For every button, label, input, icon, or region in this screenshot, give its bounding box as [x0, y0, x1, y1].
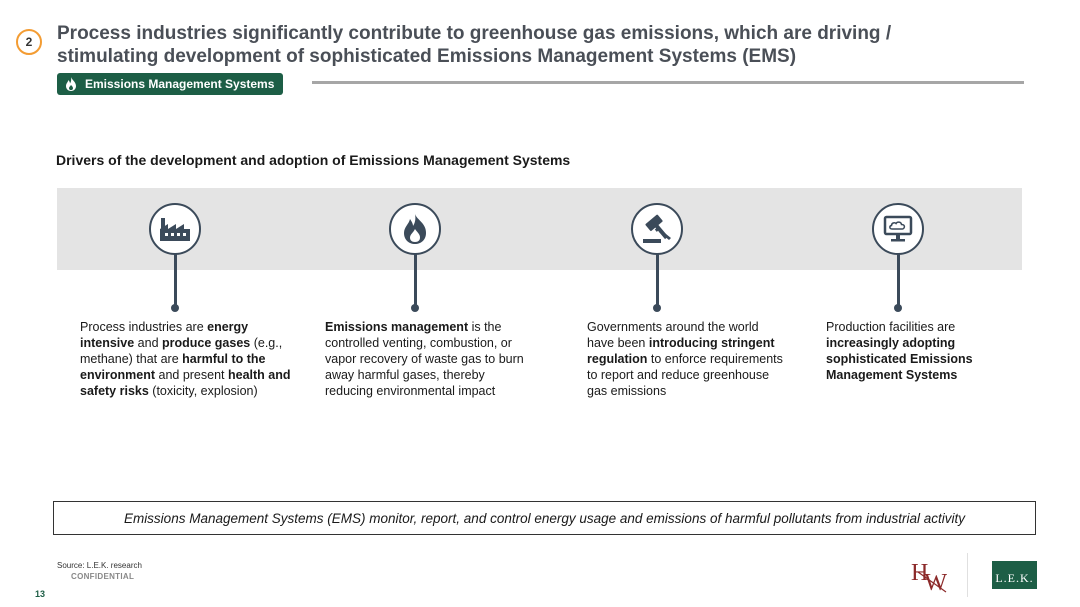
fire-icon: [389, 203, 441, 255]
driver-text-run: (e.g., methane) that are: [80, 336, 283, 366]
driver-connector: [414, 254, 417, 306]
confidential-label: CONFIDENTIAL: [71, 572, 135, 581]
driver-text-emphasis: Emissions management: [325, 320, 469, 334]
driver-text-run: to enforce requirements to report and re…: [587, 352, 783, 398]
header-divider: [312, 81, 1024, 84]
driver-connector-dot: [894, 304, 902, 312]
page-number: 13: [35, 589, 46, 599]
driver-text-emphasis: health and safety risks: [80, 368, 291, 398]
driver-text-emphasis: produce gases: [162, 336, 251, 350]
driver-text-emphasis: increasingly adopting sophisticated Emis…: [826, 336, 973, 382]
driver-text-emphasis: energy intensive: [80, 320, 249, 350]
source-note: Source: L.E.K. research: [57, 561, 142, 570]
section-tag: Emissions Management Systems: [57, 73, 284, 95]
driver-text-run: and present: [155, 368, 228, 382]
driver-connector-dot: [411, 304, 419, 312]
driver-text-4: Production facilities are increasingly a…: [826, 319, 1001, 383]
driver-text-emphasis: harmful to the environment: [80, 352, 266, 382]
lek-logo: L.E.K.: [992, 561, 1037, 589]
factory-icon: [149, 203, 201, 255]
driver-text-3: Governments around the world have been i…: [587, 319, 787, 399]
flame-icon: [66, 77, 76, 91]
driver-text-run: and: [134, 336, 162, 350]
drivers-heading: Drivers of the development and adoption …: [56, 152, 571, 168]
page-title: Process industries significantly contrib…: [57, 22, 1037, 68]
driver-text-run: Production facilities are: [826, 320, 956, 334]
driver-text-run: Governments around the world have been: [587, 320, 759, 350]
hw-logo: HW: [911, 560, 947, 594]
page-title-line-2: stimulating development of sophisticated…: [57, 46, 797, 67]
driver-text-emphasis: introducing stringent regulation: [587, 336, 775, 366]
driver-text-2: Emissions management is the controlled v…: [325, 319, 530, 399]
step-number-badge: 2: [16, 29, 42, 55]
driver-text-run: (toxicity, explosion): [148, 384, 258, 398]
driver-connector: [656, 254, 659, 306]
gavel-icon: [631, 203, 683, 255]
driver-connector: [174, 254, 177, 306]
driver-text-run: is the controlled venting, combustion, o…: [325, 320, 524, 398]
driver-text-run: Process industries are: [80, 320, 208, 334]
driver-connector-dot: [653, 304, 661, 312]
page-title-line-1: Process industries significantly contrib…: [57, 23, 892, 44]
cloud-monitor-icon: [872, 203, 924, 255]
logo-divider: [967, 553, 968, 597]
section-tag-label: Emissions Management Systems: [85, 77, 275, 91]
driver-text-1: Process industries are energy intensive …: [80, 319, 295, 399]
summary-box: Emissions Management Systems (EMS) monit…: [53, 501, 1036, 535]
driver-connector: [897, 254, 900, 306]
driver-connector-dot: [171, 304, 179, 312]
drivers-band: [57, 188, 1022, 270]
